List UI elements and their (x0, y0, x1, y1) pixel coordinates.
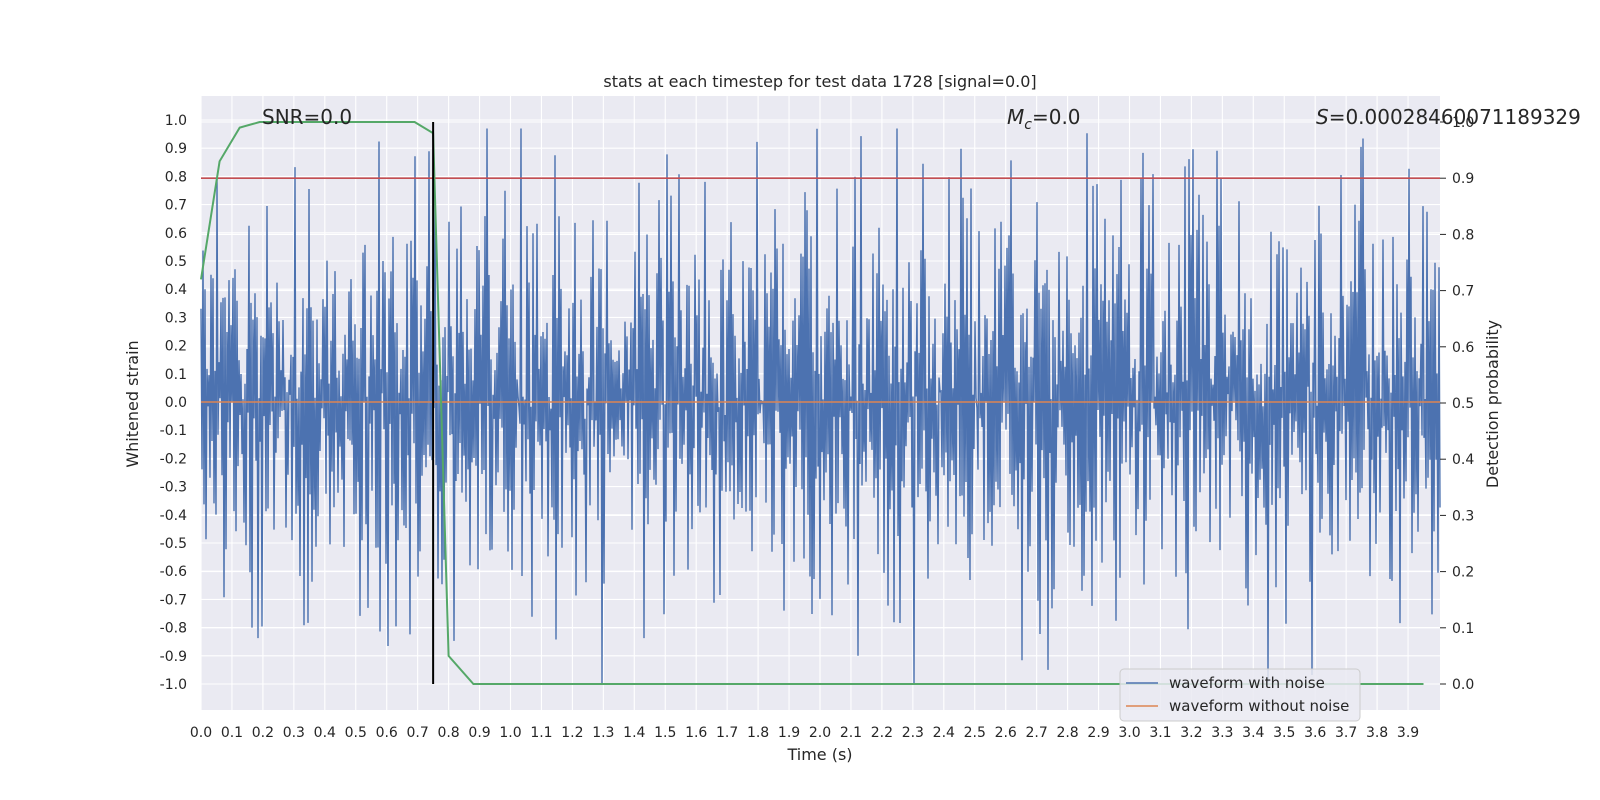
y2-tick-label: 0.1 (1452, 621, 1474, 637)
y-tick-label: 0.0 (165, 395, 187, 411)
overlay-series (200, 121, 1440, 685)
x-tick-label: 2.7 (1026, 725, 1048, 741)
x-tick-label: 1.7 (716, 725, 738, 741)
x-tick-label: 1.1 (530, 725, 552, 741)
y-axis-left: 1.0 0.9 0.8 0.7 0.6 0.5 0.4 0.3 0.2 0.1 0.0 -0.1 -0.… (160, 113, 187, 693)
x-tick-label: 1.8 (747, 725, 769, 741)
snr-annotation: SNR=0.0 (262, 105, 352, 129)
y-tick-label: 1.0 (165, 113, 187, 129)
legend: waveform with noise waveform without noi… (1119, 668, 1361, 722)
y-tick-label: 0.8 (165, 169, 187, 185)
x-tick-label: 2.9 (1087, 725, 1109, 741)
y-tick-label: 0.1 (165, 367, 187, 383)
x-tick-label: 3.2 (1180, 725, 1202, 741)
x-tick-label: 0.7 (407, 725, 429, 741)
y-tick-label: -0.8 (160, 621, 187, 637)
y2-tick-label: 0.7 (1452, 284, 1474, 300)
x-tick-label: 1.9 (778, 725, 800, 741)
x-tick-label: 2.6 (995, 725, 1017, 741)
y2-tick-label: 0.9 (1452, 171, 1474, 187)
x-axis: 0.0 0.1 0.2 0.3 0.4 0.5 0.6 0.7 0.8 0.9 1.0 1.1 1.2 1… (190, 725, 1419, 741)
x-tick-label: 2.2 (871, 725, 893, 741)
y-tick-label: 0.3 (165, 310, 187, 326)
y-tick-label: 0.4 (165, 282, 187, 298)
x-tick-label: 0.9 (468, 725, 490, 741)
x-tick-label: 1.4 (623, 725, 645, 741)
x-tick-label: 2.5 (964, 725, 986, 741)
x-tick-label: 3.7 (1335, 725, 1357, 741)
waveform-with-noise-series (200, 128, 1441, 685)
legend-label-clean: waveform without noise (1169, 697, 1349, 715)
x-tick-label: 3.1 (1149, 725, 1171, 741)
y2-tick-label: 0.8 (1452, 227, 1474, 243)
chart-title: stats at each timestep for test data 172… (603, 72, 1036, 91)
y-tick-label: -0.6 (160, 564, 187, 580)
x-tick-label: 3.0 (1118, 725, 1140, 741)
x-tick-label: 1.3 (592, 725, 614, 741)
y-tick-label: 0.2 (165, 339, 187, 355)
y-tick-label: 0.7 (165, 198, 187, 214)
y2-tick-label: 0.2 (1452, 565, 1474, 581)
y2-tick-label: 1.0 (1452, 115, 1474, 131)
y2-tick-label: 0.3 (1452, 508, 1474, 524)
y-tick-label: 0.9 (165, 141, 187, 157)
score-annotation: S=0.00028460071189329 (1316, 105, 1581, 129)
x-tick-label: 2.3 (902, 725, 924, 741)
legend-box (1119, 668, 1361, 722)
x-tick-label: 0.3 (283, 725, 305, 741)
x-tick-label: 3.6 (1304, 725, 1326, 741)
x-axis-label: Time (s) (786, 745, 852, 764)
x-tick-label: 1.6 (685, 725, 707, 741)
y2-tick-label: 0.0 (1452, 677, 1474, 693)
x-tick-label: 0.5 (345, 725, 367, 741)
y-tick-label: -0.7 (160, 592, 187, 608)
y-tick-label: -0.1 (160, 423, 187, 439)
y-tick-label: -0.4 (160, 508, 187, 524)
y2-axis-label: Detection probability (1483, 320, 1502, 488)
x-tick-label: 1.0 (499, 725, 521, 741)
x-tick-label: 2.4 (933, 725, 955, 741)
y-tick-label: -0.3 (160, 480, 187, 496)
x-tick-label: 0.1 (221, 725, 243, 741)
y-axis-label: Whitened strain (123, 340, 142, 467)
chirp-mass-annotation: Mc=0.0 (1007, 105, 1081, 133)
x-tick-label: 2.1 (840, 725, 862, 741)
x-tick-label: 1.2 (561, 725, 583, 741)
x-tick-label: 3.9 (1397, 725, 1419, 741)
y-tick-label: -1.0 (160, 677, 187, 693)
y-tick-label: -0.5 (160, 536, 187, 552)
x-tick-label: 1.5 (654, 725, 676, 741)
s-symbol: S (1316, 105, 1329, 129)
mc-symbol: M (1007, 105, 1024, 129)
x-tick-label: 3.8 (1366, 725, 1388, 741)
s-value: =0.00028460071189329 (1329, 105, 1581, 129)
y2-tick-label: 0.5 (1452, 396, 1474, 412)
x-tick-label: 3.4 (1242, 725, 1264, 741)
x-tick-label: 0.8 (437, 725, 459, 741)
y-tick-label: 0.5 (165, 254, 187, 270)
y2-tick-label: 0.4 (1452, 452, 1474, 468)
mc-value: =0.0 (1032, 105, 1081, 129)
x-tick-label: 3.3 (1211, 725, 1233, 741)
y2-tick-label: 0.6 (1452, 340, 1474, 356)
x-tick-label: 0.0 (190, 725, 212, 741)
mc-subscript: c (1024, 117, 1032, 133)
x-tick-label: 2.8 (1056, 725, 1078, 741)
y-tick-label: 0.6 (165, 226, 187, 242)
x-tick-label: 3.5 (1273, 725, 1295, 741)
y-axis-right: 1.0 0.9 0.8 0.7 0.6 0.5 0.4 0.3 0.2 0.1 0.0 (1440, 115, 1474, 693)
y-tick-label: -0.9 (160, 649, 187, 665)
x-tick-label: 2.0 (809, 725, 831, 741)
x-tick-label: 0.2 (252, 725, 274, 741)
legend-label-noise: waveform with noise (1169, 674, 1325, 692)
x-tick-label: 0.4 (314, 725, 336, 741)
waveform-with-noise-line (200, 128, 1441, 685)
y-tick-label: -0.2 (160, 451, 187, 467)
x-tick-label: 0.6 (376, 725, 398, 741)
